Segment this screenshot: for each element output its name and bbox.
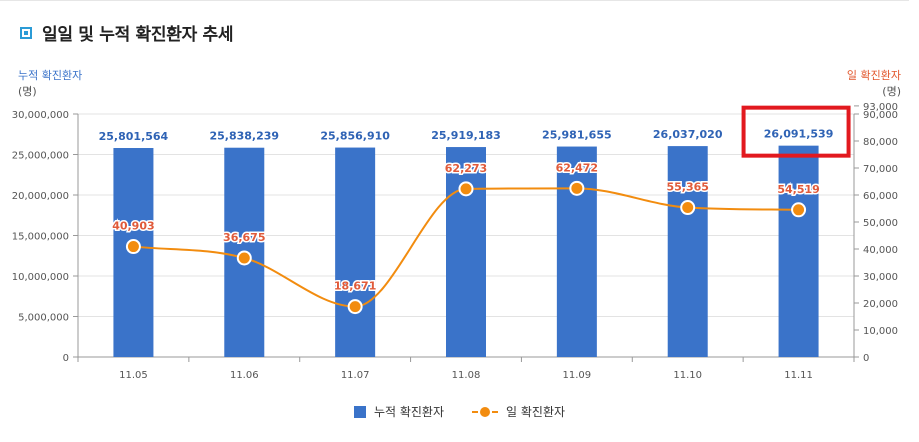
- bar-data-label: 26,091,539: [764, 128, 834, 141]
- left-tick-label: 0: [63, 353, 69, 364]
- chart-header: 일일 및 누적 확진환자 추세: [20, 20, 234, 45]
- chart-legend: 누적 확진환자 일 확진환자: [0, 403, 919, 420]
- line-data-label: 55,365: [666, 181, 708, 194]
- legend-line-swatch: [472, 406, 499, 418]
- square-bullet-icon: [20, 26, 32, 39]
- x-tick-label: 11.10: [673, 370, 702, 381]
- right-tick-label: 80,000: [863, 137, 898, 148]
- left-tick-label: 30,000,000: [12, 110, 69, 121]
- right-tick-label: 0: [863, 353, 869, 364]
- highlight-box: [741, 105, 851, 158]
- line-data-label: 18,671: [334, 280, 376, 293]
- bar-cumulative: [556, 146, 597, 357]
- daily-cases-point: [569, 180, 585, 196]
- line-data-label: 36,675: [223, 231, 265, 244]
- bar-cumulative: [778, 145, 819, 357]
- right-axis-title: 일 확진환자: [846, 69, 901, 82]
- left-tick-label: 25,000,000: [12, 151, 69, 162]
- daily-cases-point: [236, 250, 252, 266]
- line-data-label: 62,472: [556, 161, 598, 174]
- page-title: 일일 및 누적 확진환자 추세: [42, 25, 234, 45]
- bar-data-label: 25,981,655: [542, 129, 612, 142]
- daily-cases-point: [680, 200, 696, 216]
- x-tick-label: 11.11: [784, 370, 813, 381]
- right-tick-label: 70,000: [863, 164, 898, 175]
- right-tick-label: 10,000: [863, 326, 898, 337]
- bar-data-label: 25,919,183: [431, 129, 501, 142]
- right-tick-label: 93,000: [863, 102, 898, 113]
- right-tick-label: 40,000: [863, 245, 898, 256]
- bar-cumulative: [335, 147, 376, 357]
- daily-cases-point: [791, 202, 807, 218]
- left-axis-title: 누적 확진환자: [18, 69, 83, 82]
- x-tick-label: 11.05: [119, 370, 148, 381]
- legend-label-cumulative: 누적 확진환자: [373, 405, 445, 419]
- left-tick-label: 15,000,000: [12, 232, 69, 243]
- right-tick-label: 20,000: [863, 299, 898, 310]
- right-tick-label: 30,000: [863, 272, 898, 283]
- left-tick-label: 20,000,000: [12, 191, 69, 202]
- legend-bar-swatch: [353, 405, 366, 418]
- right-tick-label: 50,000: [863, 218, 898, 229]
- legend-item-cumulative[interactable]: 누적 확진환자: [353, 403, 445, 420]
- bar-data-label: 26,037,020: [653, 128, 723, 141]
- right-tick-label: 60,000: [863, 191, 898, 202]
- legend-item-daily[interactable]: 일 확진환자: [472, 403, 565, 420]
- top-divider: [0, 0, 909, 1]
- left-axis-unit: (명): [18, 85, 37, 98]
- line-data-label: 62,273: [445, 162, 487, 175]
- legend-label-daily: 일 확진환자: [506, 405, 566, 419]
- daily-cases-point: [125, 239, 141, 255]
- x-tick-label: 11.08: [452, 370, 481, 381]
- x-tick-label: 11.06: [230, 370, 259, 381]
- daily-cases-point: [458, 181, 474, 197]
- x-tick-label: 11.07: [341, 370, 370, 381]
- line-data-label: 54,519: [777, 183, 819, 196]
- daily-cases-point: [347, 299, 363, 315]
- left-tick-label: 5,000,000: [18, 313, 69, 324]
- right-tick-label: 90,000: [863, 110, 898, 121]
- right-axis-unit: (명): [882, 85, 901, 98]
- line-data-label: 40,903: [112, 220, 154, 233]
- left-tick-label: 10,000,000: [12, 272, 69, 283]
- bar-data-label: 25,838,239: [209, 130, 279, 143]
- bar-cumulative: [446, 147, 486, 357]
- bar-data-label: 25,856,910: [320, 130, 390, 143]
- bar-cumulative: [667, 146, 708, 357]
- bar-data-label: 25,801,564: [99, 130, 169, 143]
- x-tick-label: 11.09: [563, 370, 592, 381]
